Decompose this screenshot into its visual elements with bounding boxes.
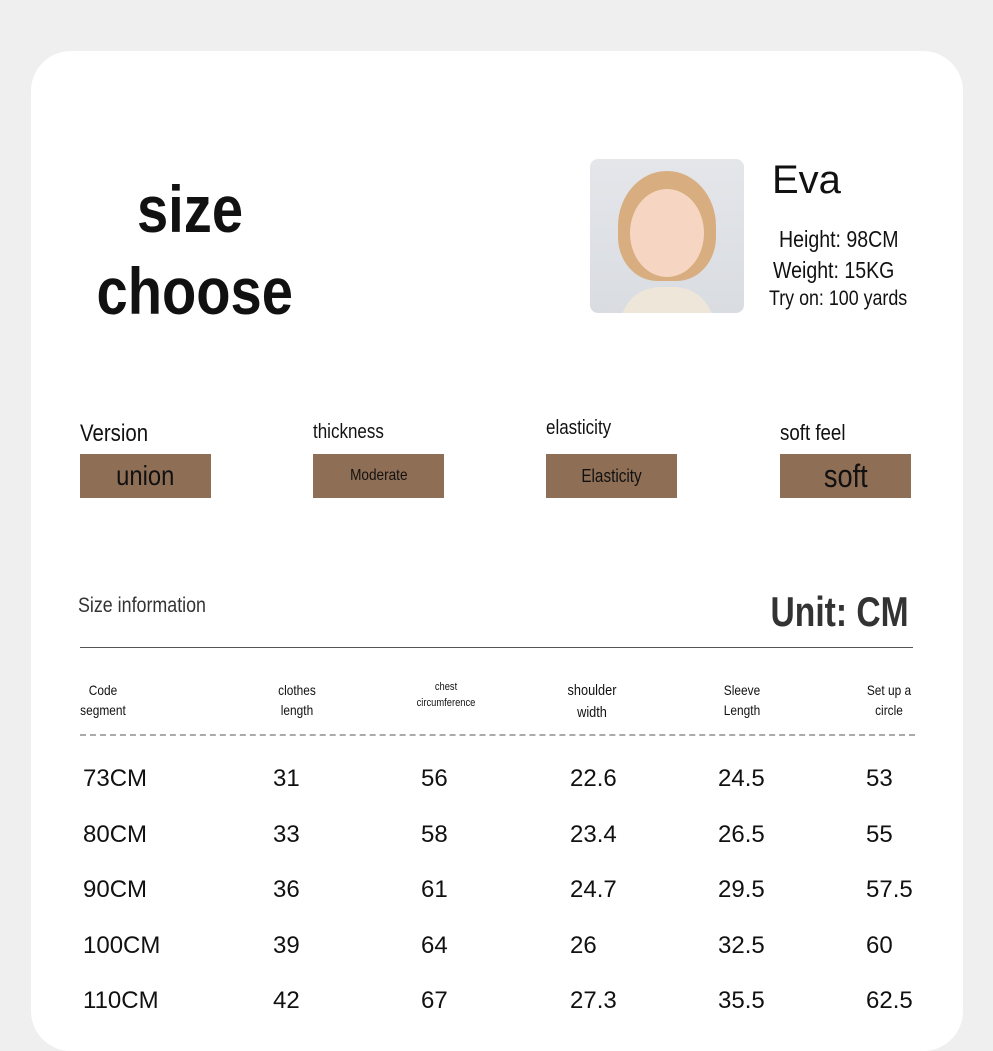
measurement-cell: 60 bbox=[866, 931, 893, 959]
feature-label: elasticity bbox=[546, 417, 612, 439]
model-try-on: Try on: 100 yards bbox=[769, 287, 908, 310]
column-header: Set up a circle bbox=[838, 680, 940, 721]
measurement-cell: 39 bbox=[273, 931, 300, 959]
measurement-cell: 31 bbox=[273, 765, 300, 792]
column-header-line: shoulder bbox=[567, 682, 617, 699]
hero-title-line2: choose bbox=[96, 254, 293, 328]
column-header-line: Code bbox=[88, 682, 118, 698]
measurement-cell: 61 bbox=[421, 876, 448, 904]
column-header-line: Sleeve bbox=[723, 682, 761, 698]
size-information-title: Size information bbox=[78, 594, 206, 617]
measurement-cell: 58 bbox=[421, 820, 448, 848]
column-header: clothes length bbox=[246, 680, 348, 721]
measurement-cell: 67 bbox=[421, 987, 448, 1015]
size-code-cell: 110CM bbox=[83, 987, 159, 1015]
column-header-line: Length bbox=[723, 702, 761, 719]
measurement-cell: 35.5 bbox=[718, 987, 765, 1015]
model-height: Height: 98CM bbox=[779, 226, 899, 252]
measurement-cell: 36 bbox=[273, 876, 300, 904]
feature-value-box: soft bbox=[780, 454, 911, 498]
measurement-cell: 26 bbox=[570, 931, 597, 959]
column-header: chest circumference bbox=[395, 680, 497, 712]
model-photo bbox=[590, 159, 744, 313]
size-code-cell: 73CM bbox=[83, 765, 148, 792]
measurement-cell: 57.5 bbox=[866, 876, 913, 904]
measurement-cell: 56 bbox=[421, 765, 448, 792]
measurement-cell: 64 bbox=[421, 931, 448, 959]
feature-value-box: Elasticity bbox=[546, 454, 677, 498]
column-header: shoulder width bbox=[541, 680, 643, 724]
measurement-cell: 33 bbox=[273, 820, 300, 848]
measurement-cell: 42 bbox=[273, 987, 300, 1015]
column-header-line: chest bbox=[434, 681, 458, 693]
feature-value: Moderate bbox=[349, 467, 408, 484]
size-code-cell: 90CM bbox=[83, 876, 148, 904]
column-header-line: circle bbox=[875, 702, 903, 719]
measurement-cell: 62.5 bbox=[866, 987, 913, 1015]
size-chart-card bbox=[31, 51, 963, 1051]
feature-value: soft bbox=[823, 457, 868, 494]
measurement-cell: 22.6 bbox=[570, 765, 617, 792]
feature-label: thickness bbox=[313, 421, 384, 443]
model-weight: Weight: 15KG bbox=[773, 257, 895, 283]
measurement-cell: 23.4 bbox=[570, 820, 617, 848]
column-header: Sleeve Length bbox=[691, 680, 793, 721]
feature-label: soft feel bbox=[780, 420, 846, 445]
feature-label: Version bbox=[80, 420, 149, 447]
size-code-cell: 100CM bbox=[83, 931, 161, 959]
column-header-line: segment bbox=[80, 702, 126, 719]
column-header-line: length bbox=[280, 702, 314, 719]
hero-title-line1: size bbox=[136, 172, 244, 246]
column-header-line: Set up a bbox=[866, 682, 912, 698]
measurement-cell: 24.7 bbox=[570, 876, 617, 904]
feature-value: Elasticity bbox=[581, 465, 642, 486]
feature-value-box: Moderate bbox=[313, 454, 444, 498]
model-name: Eva bbox=[772, 158, 841, 202]
measurement-cell: 53 bbox=[866, 765, 893, 792]
measurement-cell: 29.5 bbox=[718, 876, 765, 904]
measurement-cell: 27.3 bbox=[570, 987, 617, 1015]
feature-value: union bbox=[116, 460, 175, 491]
column-header-line: circumference bbox=[416, 696, 476, 709]
column-header-line: width bbox=[577, 703, 607, 721]
measurement-cell: 55 bbox=[866, 820, 893, 848]
unit-label: Unit: CM bbox=[770, 588, 909, 635]
measurement-cell: 32.5 bbox=[718, 931, 765, 959]
divider bbox=[80, 647, 913, 648]
measurement-cell: 26.5 bbox=[718, 820, 765, 848]
column-header: Code segment bbox=[52, 680, 154, 721]
measurement-cell: 24.5 bbox=[718, 765, 765, 792]
dashed-divider bbox=[80, 734, 915, 736]
feature-value-box: union bbox=[80, 454, 211, 498]
size-code-cell: 80CM bbox=[83, 820, 148, 848]
column-header-line: clothes bbox=[278, 682, 316, 698]
